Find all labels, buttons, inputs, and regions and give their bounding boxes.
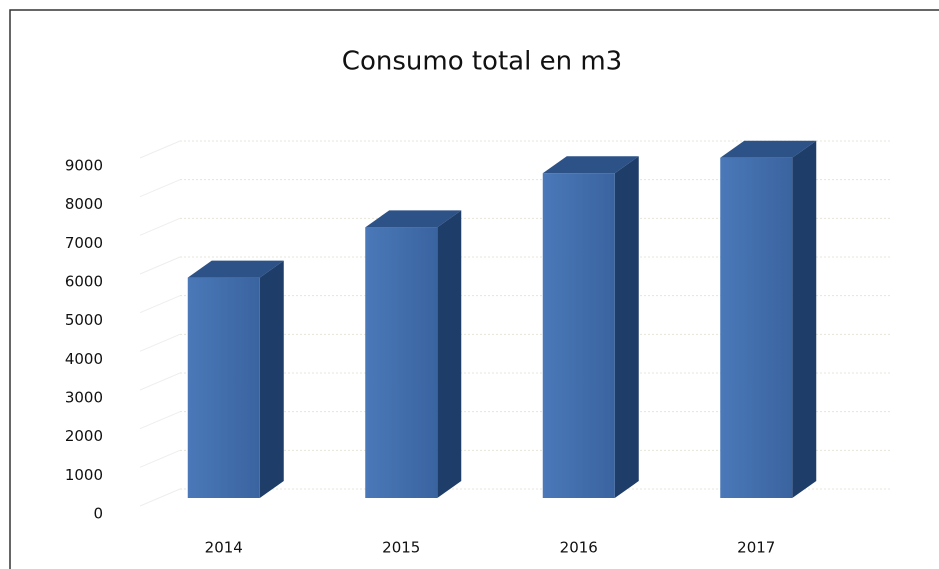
bar [365, 227, 438, 499]
y-tick-label: 7000 [65, 234, 103, 252]
y-tick-label: 9000 [65, 157, 103, 175]
x-tick-label: 2016 [560, 539, 598, 557]
bar-side [437, 210, 462, 499]
y-tick-label: 2000 [65, 427, 103, 445]
grid-line [139, 411, 181, 430]
bar [187, 277, 260, 498]
y-tick-label: 0 [93, 505, 103, 523]
x-tick-label: 2017 [737, 539, 775, 557]
bar-top [187, 260, 284, 278]
y-tick-label: 3000 [65, 389, 103, 407]
bar-side [259, 260, 284, 498]
y-tick-label: 4000 [65, 350, 103, 368]
grid-line [139, 333, 181, 352]
grid-line [139, 372, 181, 391]
bar-side [792, 140, 817, 498]
chart-title: Consumo total en m3 [342, 47, 622, 77]
grid-line [139, 488, 181, 507]
grid-line [139, 217, 181, 236]
grid-line [139, 140, 181, 159]
grid-line [139, 256, 181, 275]
bar-side [614, 156, 639, 498]
grid-line [139, 179, 181, 198]
y-tick-label: 8000 [65, 195, 103, 213]
bar-top [720, 140, 817, 158]
bar-top [365, 210, 462, 228]
bar [720, 157, 793, 498]
bar [542, 173, 615, 498]
y-tick-label: 6000 [65, 273, 103, 291]
grid-line [139, 449, 181, 468]
x-tick-label: 2015 [382, 539, 420, 557]
y-tick-label: 5000 [65, 311, 103, 329]
bar-top [542, 156, 639, 174]
grid-line [139, 295, 181, 314]
x-tick-label: 2014 [205, 539, 243, 557]
y-tick-label: 1000 [65, 466, 103, 484]
